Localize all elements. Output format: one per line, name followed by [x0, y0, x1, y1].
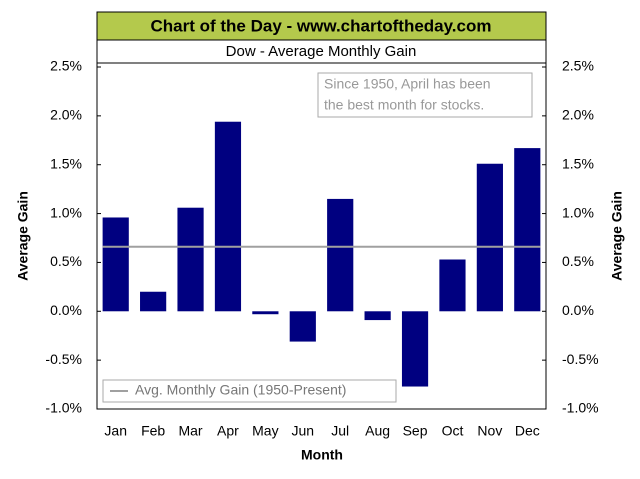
y2-tick-label: -1.0% [562, 400, 599, 416]
y-tick-label: 1.5% [50, 155, 82, 171]
x-tick-label: Aug [365, 423, 390, 439]
bar [102, 217, 129, 312]
annotation-line: the best month for stocks. [324, 97, 484, 113]
x-tick-label: Jun [292, 423, 315, 439]
bar [476, 163, 503, 312]
y-tick-label: -1.0% [45, 400, 82, 416]
bar [401, 311, 429, 387]
annotation-box [317, 72, 533, 118]
x-tick-label: Sep [403, 423, 428, 439]
y2-tick-label: 0.5% [562, 253, 594, 269]
y2-axis-title: Average Gain [609, 191, 625, 281]
y2-tick-label: -0.5% [562, 351, 599, 367]
bar [439, 259, 466, 312]
x-axis-title: Month [301, 447, 343, 463]
bar [140, 291, 167, 312]
x-tick-label: Dec [515, 423, 540, 439]
header-text: Chart of the Day - www.chartoftheday.com [151, 16, 492, 35]
x-tick-label: Jan [104, 423, 127, 439]
bar [289, 311, 316, 342]
x-tick-label: Nov [477, 423, 502, 439]
x-tick-label: Oct [442, 423, 464, 439]
bar [252, 311, 279, 315]
y2-tick-label: 0.0% [562, 302, 594, 318]
x-tick-label: Jul [331, 423, 349, 439]
x-tick-label: May [252, 423, 278, 439]
bar [214, 121, 242, 312]
y2-tick-label: 2.5% [562, 58, 594, 74]
y-axis-title: Average Gain [15, 191, 31, 281]
y2-tick-label: 1.0% [562, 204, 594, 220]
bar [177, 207, 204, 312]
y-tick-label: 0.5% [50, 253, 82, 269]
y-tick-label: 2.5% [50, 58, 82, 74]
bar [327, 198, 354, 312]
header-bar [96, 11, 547, 41]
bar [514, 148, 541, 312]
x-tick-label: Feb [141, 423, 165, 439]
y-tick-label: 0.0% [50, 302, 82, 318]
chart-title: Dow - Average Monthly Gain [226, 43, 417, 60]
bar [364, 311, 391, 321]
legend-box [102, 379, 397, 403]
y-tick-label: 1.0% [50, 204, 82, 220]
legend-label: Avg. Monthly Gain (1950-Present) [135, 382, 346, 398]
y-tick-label: 2.0% [50, 107, 82, 123]
annotation-line: Since 1950, April has been [324, 76, 491, 92]
y-tick-label: -0.5% [45, 351, 82, 367]
x-tick-label: Apr [217, 423, 239, 439]
y2-tick-label: 1.5% [562, 155, 594, 171]
frame [96, 39, 547, 410]
x-tick-label: Mar [178, 423, 202, 439]
y2-tick-label: 2.0% [562, 107, 594, 123]
